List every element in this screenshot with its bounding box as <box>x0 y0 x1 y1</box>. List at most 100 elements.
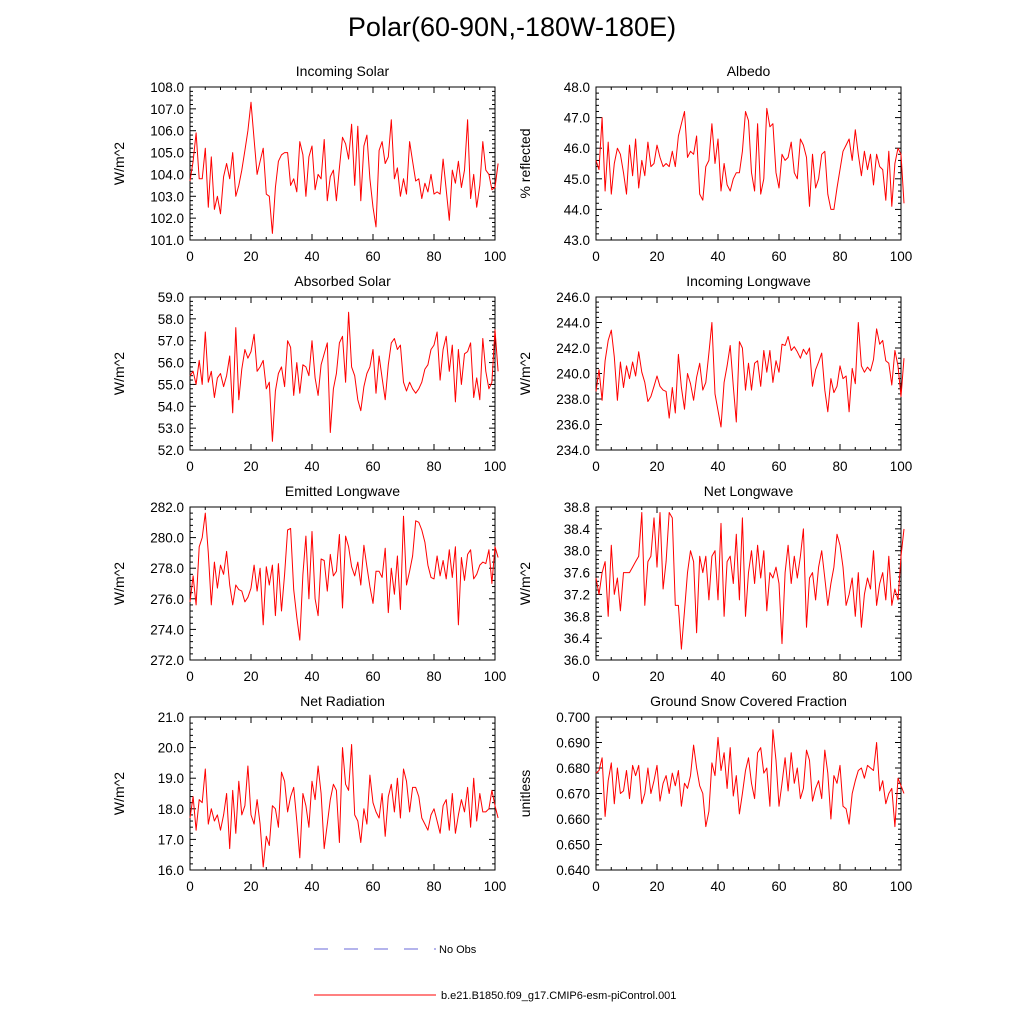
x-tick-label: 100 <box>890 669 913 684</box>
y-tick-label: 48.0 <box>564 80 590 95</box>
x-tick-label: 0 <box>186 249 194 264</box>
y-tick-label: 0.640 <box>556 863 590 878</box>
x-tick-label: 80 <box>832 879 847 894</box>
y-tick-label: 272.0 <box>150 653 184 668</box>
y-tick-label: 55.0 <box>158 377 184 392</box>
panel-title: Net Longwave <box>704 483 794 499</box>
x-tick-label: 80 <box>426 879 441 894</box>
y-axis-label: W/m^2 <box>111 142 127 185</box>
legend: No Obs b.e21.B1850.f09_g17.CMIP6-esm-piCo… <box>314 944 676 1002</box>
x-tick-label: 40 <box>304 249 319 264</box>
panel-albedo: Albedo % reflected 0 20 40 60 80 100 43.0 44.0 45.… <box>517 63 912 264</box>
y-axis-label: W/m^2 <box>111 562 127 605</box>
x-tick-label: 60 <box>771 669 786 684</box>
x-tick-label: 80 <box>832 249 847 264</box>
x-tick-label: 0 <box>186 669 194 684</box>
x-tick-label: 60 <box>771 879 786 894</box>
x-tick-label: 20 <box>649 669 664 684</box>
series-line <box>595 107 905 210</box>
y-tick-label: 107.0 <box>150 102 184 117</box>
x-tick-label: 20 <box>243 249 258 264</box>
y-tick-label: 282.0 <box>150 500 184 515</box>
panel-ground-snow-covered-fraction: Ground Snow Covered Fraction unitless 0 20 4… <box>517 693 912 894</box>
plot-frame <box>595 506 902 661</box>
y-tick-label: 276.0 <box>150 592 184 607</box>
y-tick-label: 244.0 <box>556 316 590 331</box>
y-tick-label: 44.0 <box>564 202 590 217</box>
x-tick-label: 0 <box>592 249 600 264</box>
panel-incoming-longwave: Incoming Longwave W/m^2 0 20 40 60 80 100 234.0 2… <box>517 273 912 474</box>
y-axis-label: unitless <box>517 770 533 817</box>
y-tick-label: 38.4 <box>564 522 591 537</box>
x-tick-label: 0 <box>592 669 600 684</box>
y-tick-label: 0.700 <box>556 710 590 725</box>
y-tick-label: 103.0 <box>150 189 184 204</box>
y-tick-label: 101.0 <box>150 233 184 248</box>
x-tick-label: 20 <box>649 459 664 474</box>
x-tick-label: 100 <box>890 459 913 474</box>
x-tick-label: 20 <box>243 669 258 684</box>
y-tick-label: 43.0 <box>564 233 590 248</box>
x-tick-label: 80 <box>832 459 847 474</box>
y-tick-label: 0.680 <box>556 761 590 776</box>
x-tick-label: 60 <box>365 879 380 894</box>
x-tick-label: 40 <box>304 669 319 684</box>
x-tick-label: 100 <box>484 879 507 894</box>
y-tick-label: 59.0 <box>158 290 184 305</box>
plot-frame <box>595 716 902 871</box>
panel-title: Absorbed Solar <box>294 273 391 289</box>
y-tick-label: 246.0 <box>556 290 590 305</box>
y-tick-label: 18.0 <box>158 802 184 817</box>
y-tick-label: 36.4 <box>564 631 591 646</box>
y-tick-label: 47.0 <box>564 111 590 126</box>
series-line <box>189 101 499 234</box>
panel-incoming-solar: Incoming Solar W/m^2 0 20 40 60 80 100 101.0 102.… <box>111 63 506 264</box>
series-line <box>189 311 499 442</box>
y-tick-label: 234.0 <box>556 443 590 458</box>
y-tick-label: 0.670 <box>556 787 590 802</box>
y-tick-label: 106.0 <box>150 124 184 139</box>
series-line <box>595 729 905 828</box>
x-tick-label: 100 <box>484 669 507 684</box>
y-tick-label: 53.0 <box>158 421 184 436</box>
series-line <box>189 512 499 641</box>
x-tick-label: 40 <box>710 459 725 474</box>
y-tick-label: 54.0 <box>158 399 184 414</box>
panel-title: Incoming Longwave <box>686 273 811 289</box>
y-tick-label: 280.0 <box>150 531 184 546</box>
panel-absorbed-solar: Absorbed Solar W/m^2 0 20 40 60 80 100 52.0 53.0 5… <box>111 273 506 474</box>
y-axis-label: W/m^2 <box>111 352 127 395</box>
x-tick-label: 80 <box>426 459 441 474</box>
y-tick-label: 0.690 <box>556 736 590 751</box>
x-tick-label: 60 <box>771 459 786 474</box>
x-tick-label: 100 <box>484 249 507 264</box>
y-tick-label: 242.0 <box>556 341 590 356</box>
x-tick-label: 100 <box>890 249 913 264</box>
y-axis-label: W/m^2 <box>517 562 533 605</box>
x-tick-label: 60 <box>365 249 380 264</box>
x-tick-label: 40 <box>304 459 319 474</box>
series-line <box>189 744 499 868</box>
y-tick-label: 105.0 <box>150 146 184 161</box>
y-tick-label: 37.2 <box>564 587 590 602</box>
x-tick-label: 0 <box>186 459 194 474</box>
y-tick-label: 274.0 <box>150 622 184 637</box>
series-line <box>595 322 905 428</box>
y-tick-label: 21.0 <box>158 710 184 725</box>
x-tick-label: 60 <box>365 669 380 684</box>
y-tick-label: 19.0 <box>158 771 184 786</box>
x-tick-label: 80 <box>426 249 441 264</box>
panel-net-radiation: Net Radiation W/m^2 0 20 40 60 80 100 16.0 17.0 18… <box>111 693 506 894</box>
y-tick-label: 52.0 <box>158 443 184 458</box>
x-tick-label: 20 <box>649 879 664 894</box>
x-tick-label: 80 <box>832 669 847 684</box>
y-tick-label: 57.0 <box>158 334 184 349</box>
plot-frame <box>189 716 496 871</box>
legend-obs-label: No Obs <box>439 944 477 956</box>
x-tick-label: 60 <box>365 459 380 474</box>
y-tick-label: 45.0 <box>564 172 590 187</box>
panel-title: Albedo <box>727 63 771 79</box>
y-tick-label: 58.0 <box>158 312 184 327</box>
y-tick-label: 102.0 <box>150 211 184 226</box>
